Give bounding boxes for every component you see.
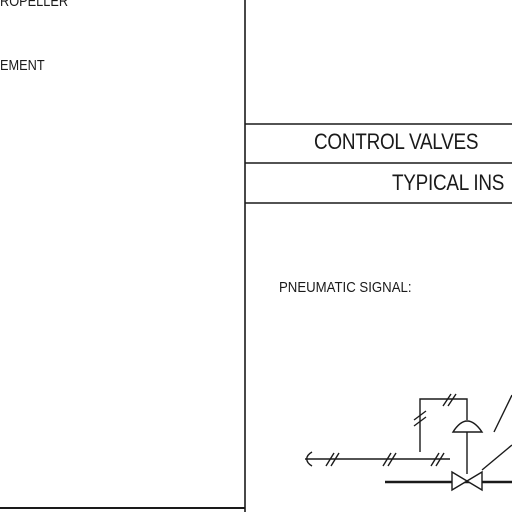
left-column-text-fragment-top: ROPELLER (0, 0, 69, 10)
loop-hash-top-b (447, 393, 457, 407)
diaphragm-actuator (451, 420, 484, 433)
left-column-text-fragment-mid: EMENT (0, 57, 45, 74)
loop-hash-top-a (442, 393, 452, 407)
loop-hash-left-b (413, 416, 427, 427)
signal-hash-2b (387, 452, 397, 467)
valve-body (451, 470, 483, 492)
title-block-line-1: CONTROL VALVES (314, 129, 479, 154)
signal-hash-1a (325, 452, 335, 467)
pneumatic-control-valve-symbol (305, 393, 512, 492)
signal-hash-3a (430, 452, 440, 467)
title-block-line-2: TYPICAL INS (392, 170, 505, 195)
signal-hash-3b (435, 452, 445, 467)
loop-hash-left-a (413, 410, 427, 421)
leader-line-lower (481, 444, 512, 471)
leader-line-upper (493, 394, 512, 433)
positioner-loop (419, 398, 468, 452)
signal-hash-1b (330, 452, 340, 467)
signal-hash-2a (382, 452, 392, 467)
pneumatic-signal-label: PNEUMATIC SIGNAL: (279, 279, 412, 296)
